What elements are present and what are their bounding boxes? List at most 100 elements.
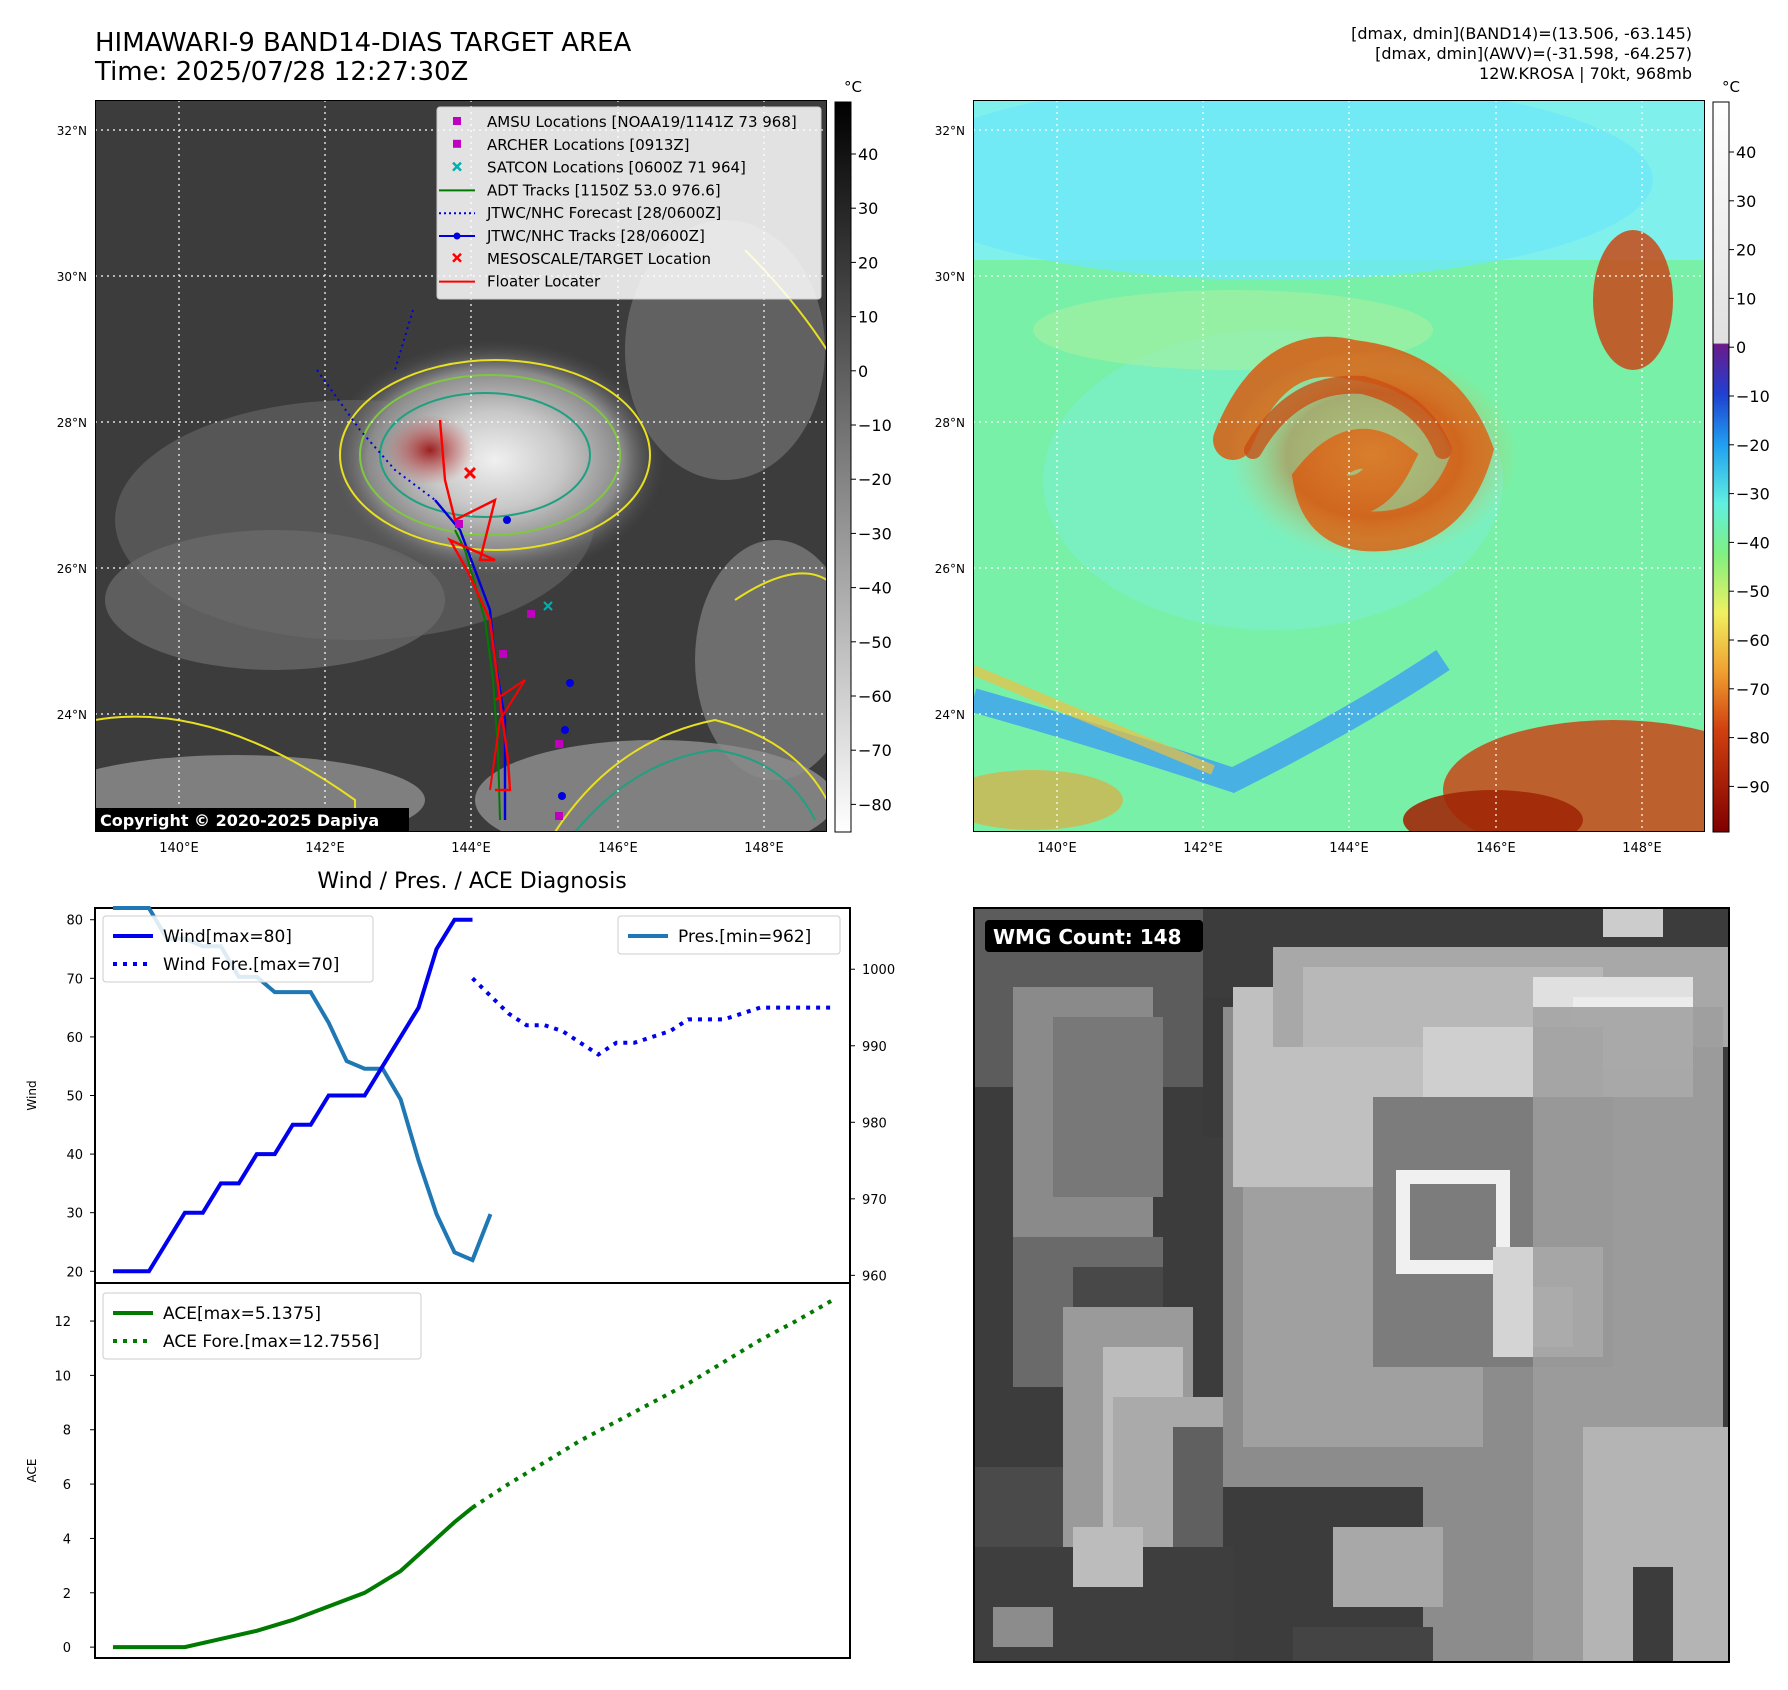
colorbar-tick: −50 [1729,582,1770,601]
map-lon-label: 144°E [451,841,491,856]
pressure-y-tick: 990 [850,1040,887,1055]
map-lon-label: 140°E [1037,841,1077,856]
legend-entry-label: AMSU Locations [NOAA19/1141Z 73 968] [487,113,797,131]
info-storm: 12W.KROSA | 70kt, 968mb [1479,64,1692,83]
svg-text:40: 40 [1736,143,1756,162]
svg-text:20: 20 [1736,241,1756,260]
map-lat-label: 30°N [57,270,87,284]
wmg-count-label: WMG Count: 148 [993,925,1182,949]
pressure-y-tick: 1000 [850,963,895,978]
colorbar-tick: 30 [1729,192,1756,211]
mesoscale-target-marker [463,466,477,480]
map-lon-label: 144°E [1329,841,1369,856]
svg-text:−40: −40 [858,579,892,598]
map-lon-label: 146°E [1476,841,1516,856]
chart-legend: ACE[max=5.1375] ACE Fore.[max=12.7556] [102,1292,422,1360]
colorbar-tick: −90 [1729,777,1770,796]
ace-y-tick: 8 [63,1424,95,1439]
colorbar-tick: −40 [1729,533,1770,552]
chart-legend-label: ACE Fore.[max=12.7556] [163,1332,379,1352]
svg-text:60: 60 [66,1031,83,1046]
map-lon-label: 146°E [598,841,638,856]
colorbar-tick: 40 [1729,143,1756,162]
legend-entry: Floater Locater [439,273,601,291]
map-lon-label: 148°E [1622,841,1662,856]
svg-text:−40: −40 [1736,533,1770,552]
svg-text:0: 0 [63,1641,71,1656]
svg-text:40: 40 [858,145,878,164]
pressure-y-tick: 980 [850,1116,887,1131]
colorbar-tick: −10 [851,416,892,435]
legend-entry: JTWC/NHC Forecast [28/0600Z] [439,204,721,222]
info-band14-range: [dmax, dmin](BAND14)=(13.506, -63.145) [1351,24,1692,43]
legend-entry: JTWC/NHC Tracks [28/0600Z] [439,227,705,245]
wind-forecast-series-line [471,976,833,1057]
colorbar-tick: 10 [851,308,878,327]
svg-text:−80: −80 [1736,729,1770,748]
chart-legend-label: Wind[max=80] [163,927,292,947]
ace-y-tick: 12 [54,1315,95,1330]
colorbar-tick: −60 [1729,631,1770,650]
diagnosis-chart-title: Wind / Pres. / ACE Diagnosis [317,869,626,894]
svg-text:10: 10 [1736,289,1756,308]
wind-y-tick: 20 [66,1265,95,1280]
awv-colorbar-unit: °C [1722,78,1740,96]
svg-text:−70: −70 [1736,680,1770,699]
colorbar-tick: −10 [1729,387,1770,406]
svg-text:4: 4 [63,1532,71,1547]
wind-y-tick: 30 [66,1207,95,1222]
map-lon-label: 142°E [1183,841,1223,856]
pressure-y-tick: 970 [850,1193,887,1208]
chart-legend-label: Pres.[min=962] [678,927,811,947]
colorbar-tick: −20 [851,470,892,489]
colorbar-tick: 0 [1729,338,1746,357]
ace-y-tick: 4 [63,1532,95,1547]
colorbar-tick: −80 [851,795,892,814]
svg-text:2: 2 [63,1587,71,1602]
colorbar-tick: −70 [851,741,892,760]
ace-y-tick: 6 [63,1478,95,1493]
map-lon-label: 140°E [159,841,199,856]
svg-text:−80: −80 [858,795,892,814]
ir-map-legend: AMSU Locations [NOAA19/1141Z 73 968] ARCH… [436,106,822,300]
colorbar-tick: 20 [851,253,878,272]
ace-axes [94,1282,851,1659]
legend-entry: SATCON Locations [0600Z 71 964] [452,159,746,177]
wmg-image-panel: WMG Count: 148 [973,907,1730,1663]
colorbar-tick: 10 [1729,289,1756,308]
map-lat-label: 28°N [935,416,965,430]
archer-marker [527,610,535,618]
diagnosis-chart: Wind / Pres. / ACE Diagnosis 20304050607… [25,869,895,1659]
ace-y-tick: 10 [54,1369,95,1384]
svg-text:80: 80 [66,914,83,929]
legend-entry-label: Floater Locater [487,273,601,291]
legend-entry-label: MESOSCALE/TARGET Location [487,250,711,268]
awv-satellite-map [973,100,1705,832]
jtwc-forecast-track [316,369,436,501]
colorbar-tick: −40 [851,579,892,598]
ir-satellite-map: AMSU Locations [NOAA19/1141Z 73 968] ARCH… [95,100,827,832]
wind-y-tick: 50 [66,1090,95,1105]
map-lon-label: 148°E [744,841,784,856]
chart-legend-label: ACE[max=5.1375] [163,1304,321,1324]
svg-text:−90: −90 [1736,777,1770,796]
legend-entry-label: JTWC/NHC Forecast [28/0600Z] [486,204,721,222]
svg-text:20: 20 [858,253,878,272]
ir-colorbar-unit: °C [844,78,862,96]
copyright-label: Copyright © 2020-2025 Dapiya [100,811,379,830]
chart-legend: Pres.[min=962] [617,915,841,955]
pressure-y-tick: 960 [850,1269,887,1284]
colorbar-tick: −80 [1729,729,1770,748]
legend-entry-label: ARCHER Locations [0913Z] [487,136,690,154]
map-lat-label: 32°N [935,124,965,138]
legend-entry-label: SATCON Locations [0600Z 71 964] [487,159,746,177]
legend-entry: AMSU Locations [NOAA19/1141Z 73 968] [453,113,797,131]
ir-colorbar: °C 40 30 20 10 0 −10 −20 −30 −40 −50 −60 −70 −80 [834,78,892,833]
colorbar-tick: −30 [1729,485,1770,504]
wind-series-line [112,917,473,1274]
colorbar-tick: 0 [851,362,868,381]
svg-text:12: 12 [54,1315,71,1330]
svg-text:10: 10 [858,308,878,327]
svg-text:20: 20 [66,1265,83,1280]
svg-text:980: 980 [862,1116,887,1131]
